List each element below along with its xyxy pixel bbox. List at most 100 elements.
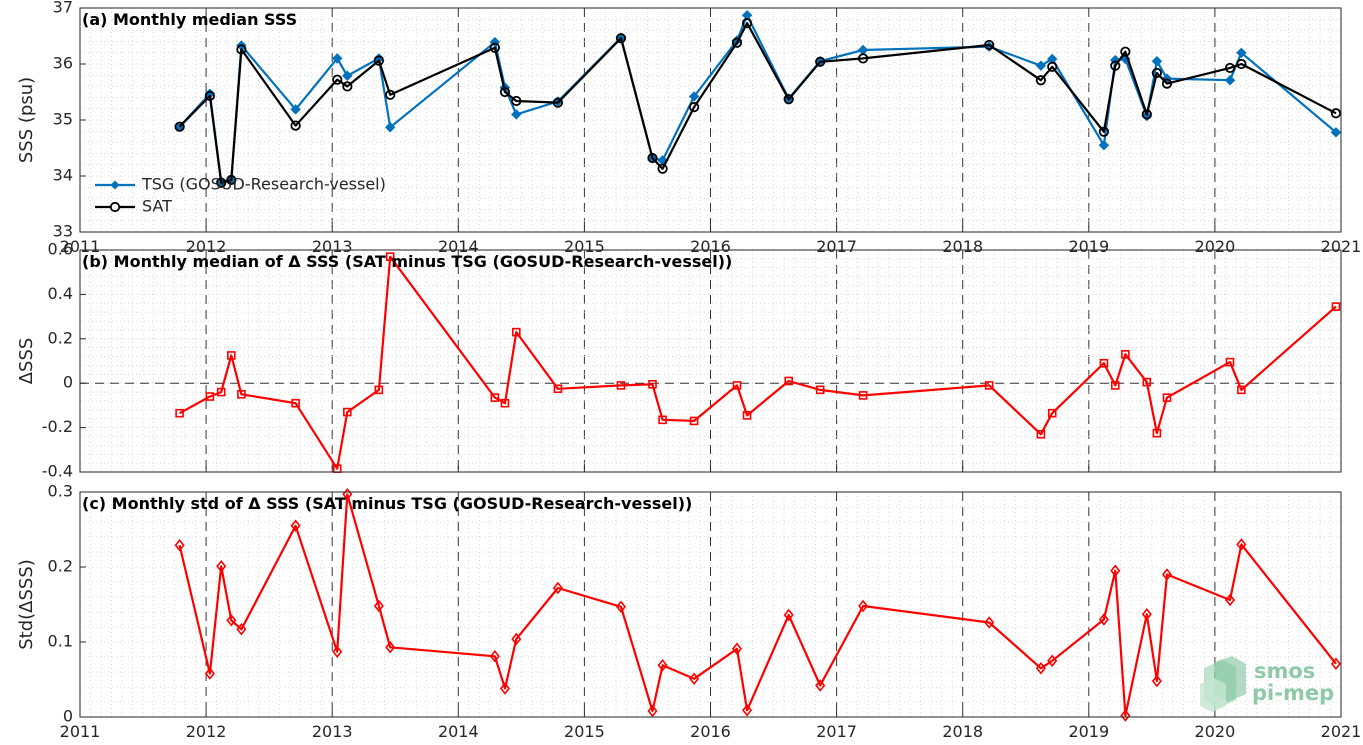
panel-c-series-0-point: [1236, 538, 1247, 551]
panel-b-series-0-point: [1099, 358, 1109, 368]
panel-a-series-1-point: [373, 55, 384, 66]
panel-a-series-1-point: [1224, 62, 1236, 74]
panel-c-series-0-point: [742, 703, 753, 717]
panel-a-series-1-point: [1047, 61, 1058, 72]
panel-b-series-0-point: [385, 252, 395, 261]
panel-a-series-1-point: [1110, 60, 1121, 71]
panel-c-title: (c) Monthly std of Δ SSS (SAT minus TSG …: [82, 494, 692, 513]
panel-c-x-tick-label: 2014: [438, 722, 479, 741]
panel-c-x-tick-label: 2013: [312, 722, 353, 741]
panel-a-series-1-point: [332, 74, 343, 85]
panel-b-series-0-point: [291, 398, 300, 408]
legend-swatch-marker: [110, 180, 120, 190]
panel-c-x-tick-label: 2020: [1195, 722, 1236, 741]
panel-b-series-0-point: [815, 385, 825, 395]
panel-c-grid: [80, 492, 1341, 717]
panel-a-series-1-point: [647, 152, 658, 164]
panel-c-series-0-point: [236, 622, 247, 636]
panel-c-series-0-point: [1141, 607, 1152, 621]
panel-a-series-1-point: [1120, 46, 1131, 57]
panel-b-series-0-point: [1237, 385, 1246, 395]
panel-c-series-0-point: [783, 608, 794, 622]
panel-b-series-0-point: [1047, 408, 1057, 418]
panel-a-series-1-point: [290, 120, 301, 131]
panel-b-series-0-point: [658, 415, 667, 425]
panel-a-series-1-point: [204, 90, 215, 102]
panel-a-title: (a) Monthly median SSS: [82, 10, 297, 29]
legend-swatch-marker: [109, 201, 121, 213]
legend-entry-label: SAT: [142, 197, 172, 216]
panel-a-series-1-line: [178, 22, 1337, 184]
panel-a-y-tick-label: 36: [53, 54, 73, 73]
panel-a-y-tick-label: 37: [53, 0, 73, 17]
panel-c-series-0-point: [1120, 709, 1131, 722]
panel-b-series-0-point: [784, 376, 793, 386]
panel-a-series-1-point: [741, 18, 753, 29]
logo-mark-icon: [1200, 656, 1246, 712]
panel-c-series-0-point: [1225, 593, 1236, 607]
panel-b-series-0-point: [858, 391, 868, 400]
panel-a-x-tick-label: 2015: [564, 237, 605, 256]
panel-b-series-0-point: [205, 392, 215, 401]
panel-b-series: [175, 252, 1341, 473]
panel-a-series-1-point: [236, 44, 247, 55]
panel-b-series-0-point: [1162, 393, 1172, 402]
panel-b-y-tick-label: 0.4: [48, 284, 73, 303]
panel-c-series-0-point: [858, 599, 869, 613]
panel-c-x-tick-label: 2011: [60, 722, 101, 741]
panel-a-series: [174, 10, 1342, 188]
panel-c-series-0-point: [216, 559, 227, 573]
panel-a-series-0-point: [332, 53, 343, 64]
panel-a-series-0-point: [1035, 60, 1047, 71]
panel-c-x-tick-label: 2016: [690, 722, 731, 741]
panel-a-y-ticks: 33 34 35 36 37: [53, 0, 86, 241]
panel-a-x-tick-label: 2011: [60, 237, 101, 256]
panel-a-legend: TSG (GOSUD-Research-vessel) SAT: [95, 175, 386, 216]
panel-a-series-0-point: [1098, 139, 1110, 151]
panel-b-y-ticks: -0.4 -0.2 0 0.2 0.4 0.6: [42, 240, 86, 481]
panel-a-series-1-point: [815, 56, 826, 67]
panel-a-series-0-point: [1151, 55, 1163, 67]
panel-c-series-0-point: [1151, 674, 1162, 688]
panel-c-series-0-point: [1035, 661, 1046, 675]
panel-c-series-0-line: [178, 493, 1337, 717]
panel-c-y-axis-label: Std(ΔSSS): [16, 559, 37, 650]
panel-c-y-ticks: 0 0.1 0.2 0.3: [48, 482, 86, 726]
panel-c-series-0-point: [1110, 564, 1121, 578]
panel-c-series-0-point: [373, 599, 384, 613]
panel-b-series-0-point: [648, 380, 657, 389]
panel-a-series-1-point: [1035, 75, 1046, 86]
panel-b-series-0-point: [1110, 381, 1120, 390]
panel-c-y-tick-label: 0.1: [48, 632, 73, 651]
panel-b-title: (b) Monthly median of Δ SSS (SAT minus T…: [82, 252, 732, 271]
panel-c-series-0-point: [984, 616, 995, 629]
panel-c-series-0-point: [489, 649, 500, 663]
panel-c-series-0-point: [1330, 657, 1341, 671]
panel-b-y-tick-label: 0.6: [48, 240, 73, 259]
panel-a-series-1-point: [984, 39, 995, 51]
panel-b-y-tick-label: 0: [63, 373, 73, 392]
panel-b-series-0-line: [179, 255, 1337, 470]
panel-a-series-0-point: [1224, 75, 1236, 86]
panel-a-x-tick-label: 2013: [312, 237, 353, 256]
panel-b-series-0-point: [227, 351, 236, 360]
panel-c-x-tick-label: 2017: [816, 722, 857, 741]
panel-a-x-tick-label: 2018: [942, 237, 983, 256]
panel-b-y-tick-label: 0.2: [48, 328, 73, 347]
panel-c-series-0-point: [290, 519, 301, 533]
panel-b-y-axis-label: ΔSSS: [16, 338, 37, 385]
panel-c-series-0-point: [647, 704, 658, 718]
panel-a-series-0-point: [290, 104, 301, 115]
panel-b-series-0-point: [1152, 428, 1162, 438]
panel-b-series-0-point: [175, 408, 184, 418]
panel-c-series-0-point: [1098, 613, 1109, 626]
panel-b-series-0-point: [490, 393, 500, 402]
panel-a-x-tick-label: 2012: [186, 237, 227, 256]
panel-a-x-tick-label: 2019: [1068, 237, 1109, 256]
panel-a-x-tick-label: 2020: [1195, 237, 1236, 256]
panel-a-series-1-point: [226, 174, 237, 186]
panel-c-series-0-point: [731, 642, 743, 656]
panel-b-series-0-point: [984, 381, 994, 390]
